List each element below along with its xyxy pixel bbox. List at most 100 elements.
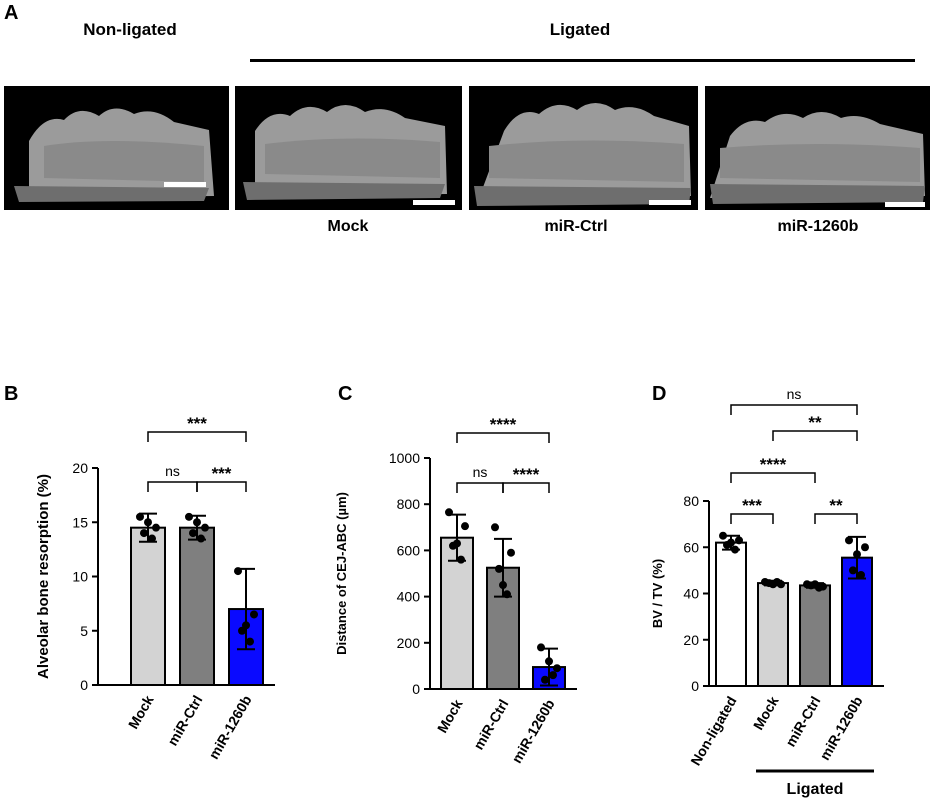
y-tick-label-0: 0: [412, 681, 420, 697]
micro-ct-image-mock: [235, 86, 462, 210]
data-point-3-1: [861, 543, 869, 552]
bar-2: [799, 584, 831, 687]
ligated-bracket-line: [250, 59, 915, 62]
y-tick-label-4: 20: [72, 460, 88, 476]
data-point-1-3: [503, 590, 511, 599]
x-tick-label-0: Non-ligated: [687, 694, 739, 769]
data-point-2-3: [549, 671, 557, 680]
significance-label-1: **: [829, 496, 843, 515]
significance-bracket-1: [814, 513, 858, 524]
data-point-0-4: [144, 518, 152, 527]
micro-ct-image-non-ligated: [4, 86, 229, 210]
data-point-1-4: [769, 580, 777, 589]
data-point-2-1: [250, 610, 258, 619]
data-point-0-1: [735, 536, 743, 545]
bar-1: [179, 526, 215, 686]
chart-b: 0 5 10 15 20 Alveolar bone resorption (%) Mock…: [35, 414, 275, 762]
data-point-3-2: [849, 566, 857, 575]
bar-0: [715, 541, 747, 687]
data-point-1-4: [193, 518, 201, 527]
data-point-0-0: [445, 508, 453, 517]
x-tick-label-1: miR-Ctrl: [164, 693, 205, 749]
x-tick-label-2: miR-Ctrl: [782, 694, 823, 750]
significance-bracket-0: [730, 513, 774, 524]
significance-label-0: ns: [165, 463, 180, 479]
significance-label-1: ***: [212, 464, 232, 483]
bar-0: [130, 526, 166, 686]
data-point-0-4: [453, 539, 461, 548]
x-tick-label-3: miR-1260b: [816, 694, 865, 763]
data-point-1-3: [197, 534, 205, 543]
data-point-1-0: [185, 512, 193, 521]
y-tick-label-1: 5: [80, 623, 88, 639]
chart-d: 0 20 40 60 80 BV / TV (%) Non-ligated Mock miR-C…: [650, 386, 884, 798]
y-tick-label-2: 40: [683, 586, 699, 602]
y-tick-label-3: 600: [397, 542, 421, 558]
micro-ct-image-mir-1260b: [705, 86, 930, 210]
bar-1: [757, 582, 789, 687]
y-tick-label-4: 80: [683, 493, 699, 509]
significance-label-2: ****: [760, 455, 787, 474]
significance-label-4: ns: [787, 386, 802, 402]
panel-letter-b: B: [4, 383, 19, 405]
x-tick-label-2: miR-1260b: [205, 693, 254, 762]
data-point-0-3: [148, 534, 156, 543]
bar-0: [440, 536, 474, 690]
data-point-3-0: [845, 536, 853, 545]
x-tick-label-0: Mock: [434, 696, 466, 735]
data-point-0-0: [719, 531, 727, 540]
data-point-2-4: [811, 580, 819, 589]
image-label-mir-1260b: miR-1260b: [777, 218, 859, 235]
data-point-0-2: [140, 529, 148, 538]
data-point-1-0: [491, 523, 499, 532]
y-tick-label-0: 0: [80, 677, 88, 693]
significance-bracket-0: [456, 482, 504, 493]
significance-bracket-2: [730, 472, 816, 483]
significance-label-2: ****: [490, 415, 517, 434]
significance-bracket-1: [502, 482, 550, 493]
significance-bracket-4: [730, 404, 858, 415]
x-tick-label-2: miR-1260b: [508, 697, 557, 766]
significance-label-0: ***: [742, 496, 762, 515]
image-label-mock: Mock: [327, 218, 369, 235]
y-axis-label: Distance of CEJ-ABC (µm): [334, 492, 349, 655]
significance-label-0: ns: [473, 464, 488, 480]
data-point-2-0: [537, 643, 545, 652]
data-point-2-4: [545, 657, 553, 666]
image-label-mir-ctrl: miR-Ctrl: [544, 218, 608, 235]
y-tick-label-0: 0: [691, 678, 699, 694]
data-point-1-2: [189, 529, 197, 538]
data-point-2-0: [234, 567, 242, 576]
header-ligated: Ligated: [549, 20, 611, 39]
y-tick-label-1: 200: [397, 635, 421, 651]
data-point-0-4: [727, 538, 735, 547]
y-tick-label-3: 60: [683, 539, 699, 555]
data-point-2-2: [541, 675, 549, 684]
significance-label-2: ***: [187, 414, 207, 433]
data-point-2-3: [246, 637, 254, 646]
data-point-3-4: [853, 550, 861, 559]
y-tick-label-2: 10: [72, 569, 88, 585]
significance-bracket-3: [772, 430, 858, 441]
y-tick-label-5: 1000: [389, 450, 420, 466]
y-tick-label-4: 800: [397, 496, 421, 512]
data-point-1-4: [499, 581, 507, 590]
data-point-3-3: [857, 571, 865, 579]
data-point-2-4: [242, 621, 250, 630]
x-tick-label-0: Mock: [125, 692, 157, 731]
panel-letter-d: D: [652, 383, 667, 405]
y-tick-label-2: 400: [397, 589, 421, 605]
data-point-1-2: [495, 564, 503, 573]
x-tick-label-1: Mock: [750, 693, 782, 732]
data-point-2-1: [553, 664, 561, 673]
data-point-1-1: [201, 523, 209, 532]
data-point-0-3: [457, 555, 465, 564]
micro-ct-image-mir-ctrl: [469, 86, 698, 210]
significance-bracket-2: [456, 432, 550, 443]
significance-bracket-0: [147, 481, 198, 492]
y-tick-label-3: 15: [72, 514, 88, 530]
data-point-1-1: [507, 548, 515, 557]
y-axis-label: Alveolar bone resorption (%): [35, 474, 52, 679]
significance-bracket-2: [147, 431, 247, 442]
panel-letter-a: A: [4, 2, 19, 24]
